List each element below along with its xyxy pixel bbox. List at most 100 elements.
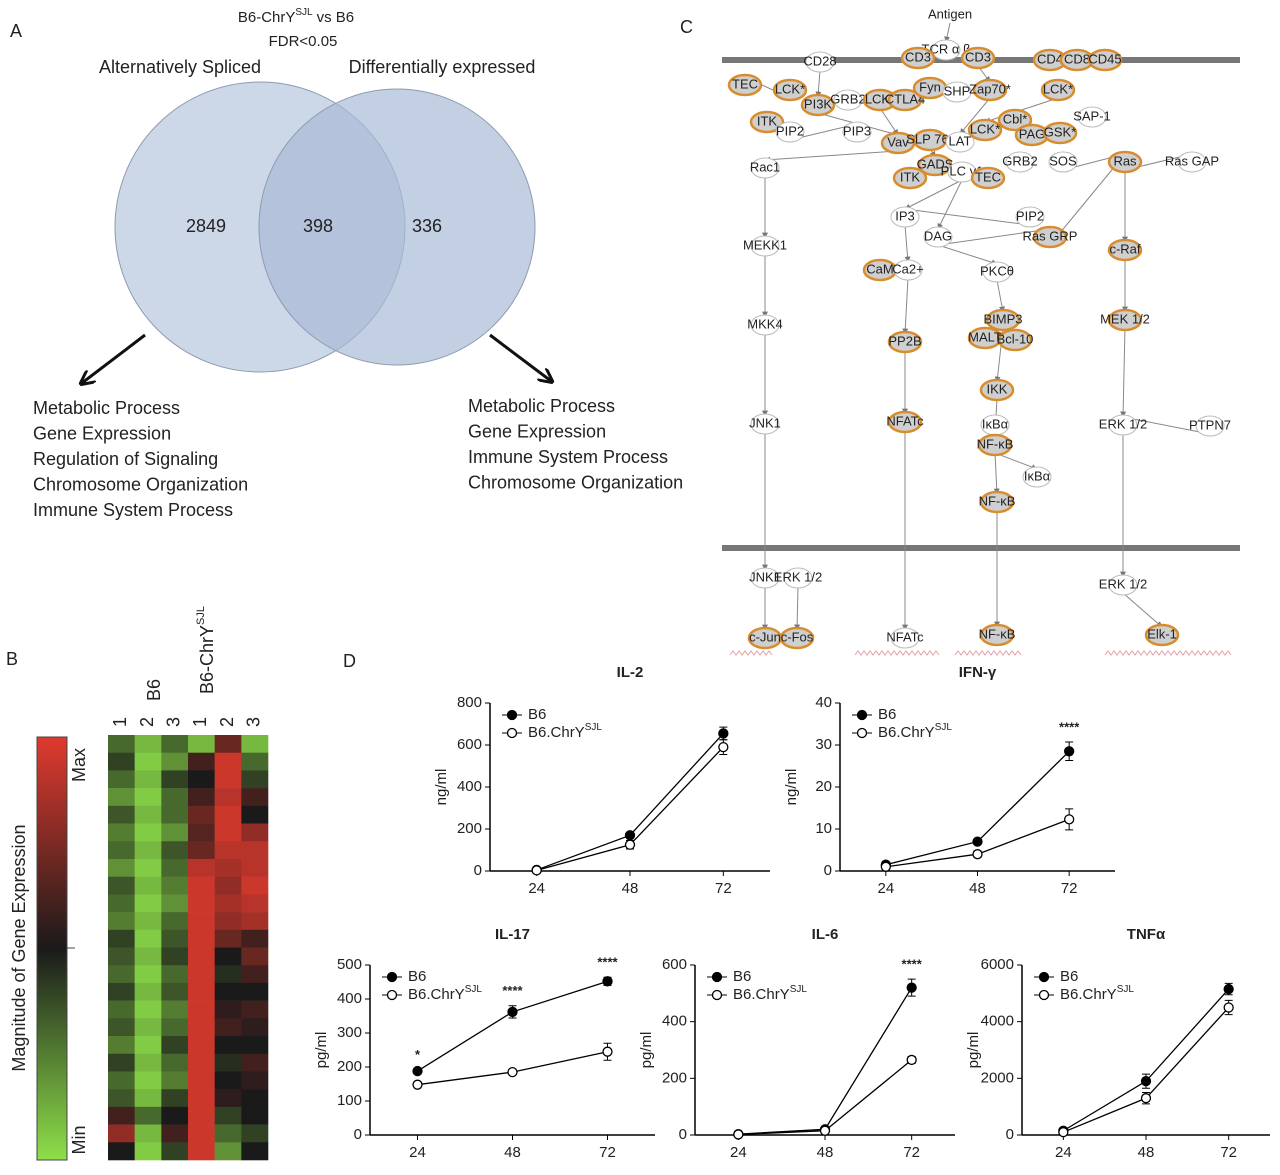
set-label: Differentially expressed (349, 57, 536, 77)
heatmap-cell (214, 1018, 242, 1037)
node-label: Ras GRP (1023, 228, 1078, 243)
node-label: IκBα (982, 416, 1009, 431)
node-label: LCK* (865, 91, 895, 106)
legend-label: B6.ChrYSJL (408, 984, 482, 1003)
heatmap-cell (188, 1124, 215, 1143)
heatmap-cell (134, 1071, 162, 1090)
heatmap-cell (214, 858, 242, 877)
heatmap-cell (161, 805, 189, 824)
pathway-node (727, 73, 763, 97)
heatmap-cell (134, 947, 162, 966)
heatmap-cell (161, 858, 189, 877)
x-tick-label: 24 (730, 1144, 747, 1161)
dna (854, 650, 940, 656)
heatmap-cell (134, 1089, 162, 1108)
heatmap-cell (241, 929, 269, 948)
node-label: NF-κB (977, 436, 1014, 451)
heatmap-cell (134, 823, 162, 842)
node-label: PP2B (888, 333, 921, 348)
legend-marker (711, 971, 723, 983)
heatmap-cell (188, 1000, 215, 1019)
pathway-node (972, 78, 1008, 102)
pathway-node (979, 490, 1015, 514)
venn-circle (258, 88, 536, 366)
node-label: MALT (968, 329, 1002, 344)
heatmap-cell (108, 912, 135, 931)
x-tick-label: 72 (1061, 880, 1078, 897)
pathway-node (1144, 623, 1180, 647)
heatmap-cell (241, 1018, 269, 1037)
pathway-node (945, 131, 975, 153)
heatmap-cell (214, 770, 242, 789)
heatmap-cell (161, 1089, 189, 1108)
go-term: Regulation of Signaling (33, 449, 218, 469)
heatmap-cell (188, 929, 215, 948)
node-label: LAT (949, 133, 972, 148)
data-point (412, 1079, 423, 1090)
heatmap-cell (134, 1053, 162, 1072)
node-label: CD3 (905, 49, 931, 64)
node-label: Elk-1 (1147, 626, 1177, 641)
heatmap-cell (108, 1089, 135, 1108)
heatmap-cell (214, 823, 242, 842)
x-tick-label: 48 (1138, 1144, 1155, 1161)
pathway-node (960, 46, 996, 70)
chart-title: IL-2 (617, 664, 644, 681)
go-term: Gene Expression (33, 423, 171, 443)
data-point (531, 865, 542, 876)
pathway-node (982, 261, 1012, 283)
heatmap-cell (108, 894, 135, 913)
legend-marker (1038, 971, 1050, 983)
node-label: TEC (732, 76, 758, 91)
heatmap-cell (108, 1106, 135, 1125)
heatmap-cell (134, 894, 162, 913)
legend-name: B6 (1060, 968, 1078, 985)
venn-title-sup: SJL (295, 7, 313, 18)
series-line (1063, 1007, 1230, 1133)
heatmap-cell (188, 788, 215, 807)
data-point (1064, 746, 1075, 757)
heatmap-cell (161, 894, 189, 913)
legend-label: B6.ChrYSJL (528, 722, 602, 741)
node-label: ITK (900, 169, 921, 184)
heatmap-cell (161, 1053, 189, 1072)
column-label: 2 (217, 717, 237, 727)
venn-title-main: B6-ChrY (238, 9, 296, 26)
data-point (1140, 1076, 1152, 1087)
heatmap-cell (108, 1124, 135, 1143)
y-tick-label: 2000 (981, 1069, 1014, 1086)
pathway-node (887, 330, 923, 354)
legend-label: B6.ChrYSJL (878, 722, 952, 741)
pathway-node (1042, 121, 1078, 145)
pathway-node (749, 110, 785, 134)
pathway-node (783, 567, 813, 589)
heatmap-cell (214, 1071, 242, 1090)
heatmap-cell (108, 1000, 135, 1019)
pathway-node (833, 89, 863, 111)
series-line (1062, 988, 1230, 1132)
arrow (82, 333, 146, 383)
pathway-edge (994, 452, 1038, 470)
pathway-node (985, 308, 1021, 332)
node-label: GRB2 (1002, 153, 1037, 168)
node-label: MEKK1 (743, 237, 787, 252)
pathway-node (842, 121, 872, 143)
x-tick-label: 72 (903, 1144, 920, 1161)
pathway-node (750, 413, 780, 435)
y-tick-label: 400 (457, 778, 482, 795)
heatmap-cell (188, 965, 215, 984)
heatmap-cell (241, 1071, 269, 1090)
y-tick-label: 300 (337, 1024, 362, 1041)
pathway-edge (937, 179, 963, 230)
group-label-sup: SJL (195, 606, 207, 625)
node-label: LCK* (970, 121, 1000, 136)
node-label: Cbl* (1003, 111, 1028, 126)
heatmap-cell (161, 1106, 189, 1125)
pathway-node (887, 410, 923, 434)
heatmap-cell (241, 1142, 269, 1161)
y-tick-label: 600 (662, 956, 687, 973)
heatmap-cell (108, 858, 135, 877)
pathway-node (890, 627, 920, 649)
pathway-node (997, 328, 1033, 352)
heatmap-cell (161, 876, 189, 895)
